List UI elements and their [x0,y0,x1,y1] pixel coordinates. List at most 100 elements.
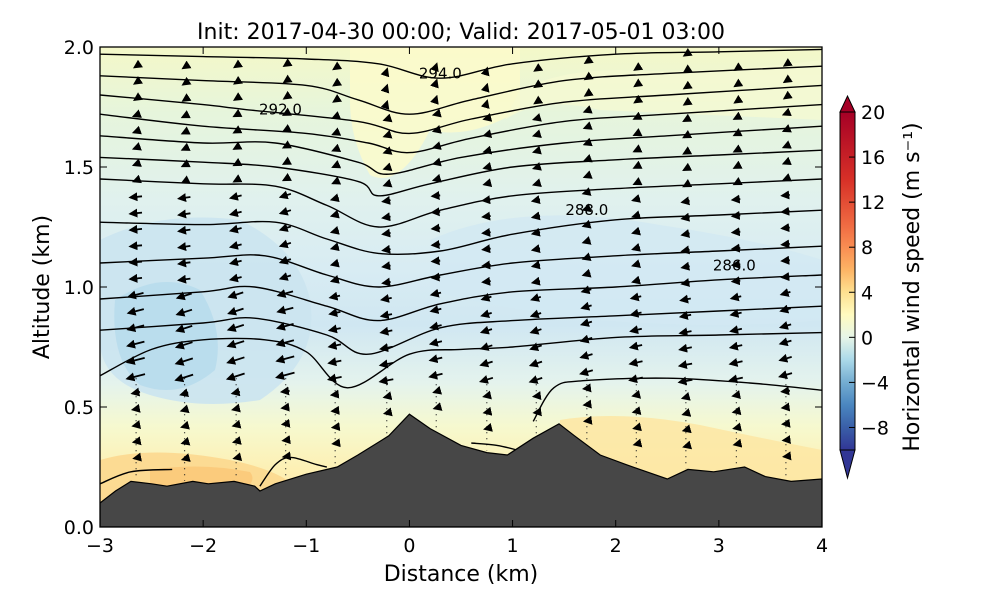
isentrope-fragment-3 [100,468,173,485]
wind-vector-116 [331,176,342,185]
wind-vector-53 [231,403,241,413]
wind-vector-80 [275,371,295,380]
wind-vector-4 [130,387,141,397]
wind-vector-199 [530,276,541,286]
wind-vector-100 [331,438,341,448]
shade-patch-blue-deep [114,282,218,390]
wind-vector-200 [530,260,541,270]
wind-vector-300 [730,194,741,204]
wind-vector-87 [278,255,292,265]
wind-vector-183 [482,178,493,188]
wind-vector-91 [278,190,292,200]
wind-vector-313 [780,386,791,396]
wind-vector-279 [682,130,693,139]
wind-vector-43 [180,159,191,168]
wind-vector-302 [732,160,743,169]
wind-vector-172 [479,358,493,368]
wind-vector-296 [730,259,741,269]
wind-vector-255 [632,127,643,137]
x-tick-label: 2 [610,535,622,557]
x-tick-label: 4 [816,535,828,557]
wind-vector-254 [632,144,643,153]
wind-vector-328 [781,140,792,149]
wind-vector-61 [228,273,242,283]
wind-vector-327 [781,156,792,166]
wind-vector-113 [329,226,340,235]
wind-vector-93 [281,156,292,165]
wind-vector-41 [177,193,191,203]
wind-vector-158 [430,207,441,217]
wind-vector-181 [481,211,491,221]
wind-vector-244 [629,308,642,318]
x-axis: −3 −2 −1 0 1 2 3 4 [86,47,828,557]
wind-vector-299 [730,210,741,220]
wind-vector-74 [233,59,243,69]
wind-vector-303 [732,144,743,153]
wind-vector-232 [582,105,593,114]
x-tick-label: 1 [507,535,519,557]
colorbar-gradient [839,111,856,451]
wind-vector-17 [131,174,142,184]
wind-vector-64 [228,224,242,234]
wind-vector-135 [381,228,391,238]
wind-vector-190 [480,66,490,77]
wind-vector-134 [381,244,391,254]
wind-vector-308 [733,62,744,71]
contour-labels: 294.0 292.0 288.0 286.0 [259,64,756,274]
isentrope-line-1 [100,65,822,115]
wind-vector-47 [181,93,192,102]
wind-vector-8 [126,323,145,333]
wind-vector-306 [733,94,744,104]
wind-vector-248 [631,243,641,252]
wind-vector-207 [531,145,542,155]
wind-vector-293 [729,308,742,318]
wind-vector-188 [480,99,490,109]
wind-vector-186 [482,129,493,139]
wind-vector-307 [733,78,744,88]
wind-vector-143 [380,99,390,110]
wind-vector-13 [128,241,143,251]
colorbar-extend-low [839,449,856,480]
wind-vector-83 [275,321,294,331]
wind-vector-19 [131,142,142,151]
wind-vector-217 [579,351,593,360]
wind-vector-292 [729,325,743,335]
wind-vector-89 [278,223,292,232]
wind-vector-169 [482,406,493,416]
wind-vector-276 [682,179,693,188]
wind-vector-286 [732,422,742,432]
wind-vector-72 [232,92,243,101]
wind-vector-280 [682,113,693,122]
wind-vector-168 [483,422,493,432]
wind-vector-58 [226,323,245,332]
wind-vector-267 [678,327,692,337]
contour-label-2: 288.0 [565,201,608,219]
wind-vector-163 [431,125,442,134]
wind-vector-261 [681,424,692,434]
wind-vector-289 [728,374,743,384]
wind-vector-62 [228,257,242,267]
wind-vector-272 [680,245,691,255]
x-tick-label: −2 [189,535,217,557]
wind-vector-109 [328,291,341,301]
wind-vector-68 [232,157,243,167]
wind-vector-203 [530,211,541,221]
wind-vector-33 [175,324,193,333]
wind-vector-99 [282,58,293,67]
wind-vector-65 [228,208,242,218]
x-tick-label: −1 [292,535,320,557]
isentrope-line-2 [100,84,822,135]
wind-vector-44 [180,142,191,151]
wind-vector-42 [180,175,191,184]
isentrope-line-0 [100,48,822,79]
x-tick-label: 3 [713,535,725,557]
wind-vector-40 [177,209,191,219]
wind-vector-234 [583,71,594,81]
wind-vector-317 [778,321,792,330]
isentrope-line-4 [100,125,822,175]
wind-vector-201 [530,244,541,253]
x-axis-label: Distance (km) [384,562,539,587]
wind-vector-333 [782,58,793,67]
x-tick-label: −3 [86,535,114,557]
wind-vector-189 [480,82,490,93]
